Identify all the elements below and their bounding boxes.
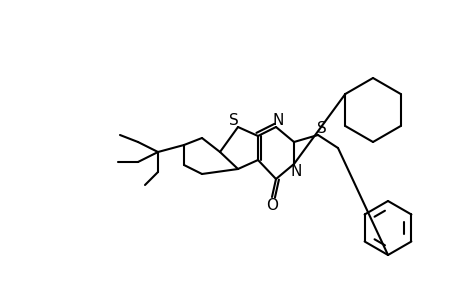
Text: O: O <box>265 197 277 212</box>
Text: N: N <box>272 112 283 128</box>
Text: N: N <box>290 164 301 178</box>
Text: S: S <box>316 121 326 136</box>
Text: S: S <box>229 112 238 128</box>
